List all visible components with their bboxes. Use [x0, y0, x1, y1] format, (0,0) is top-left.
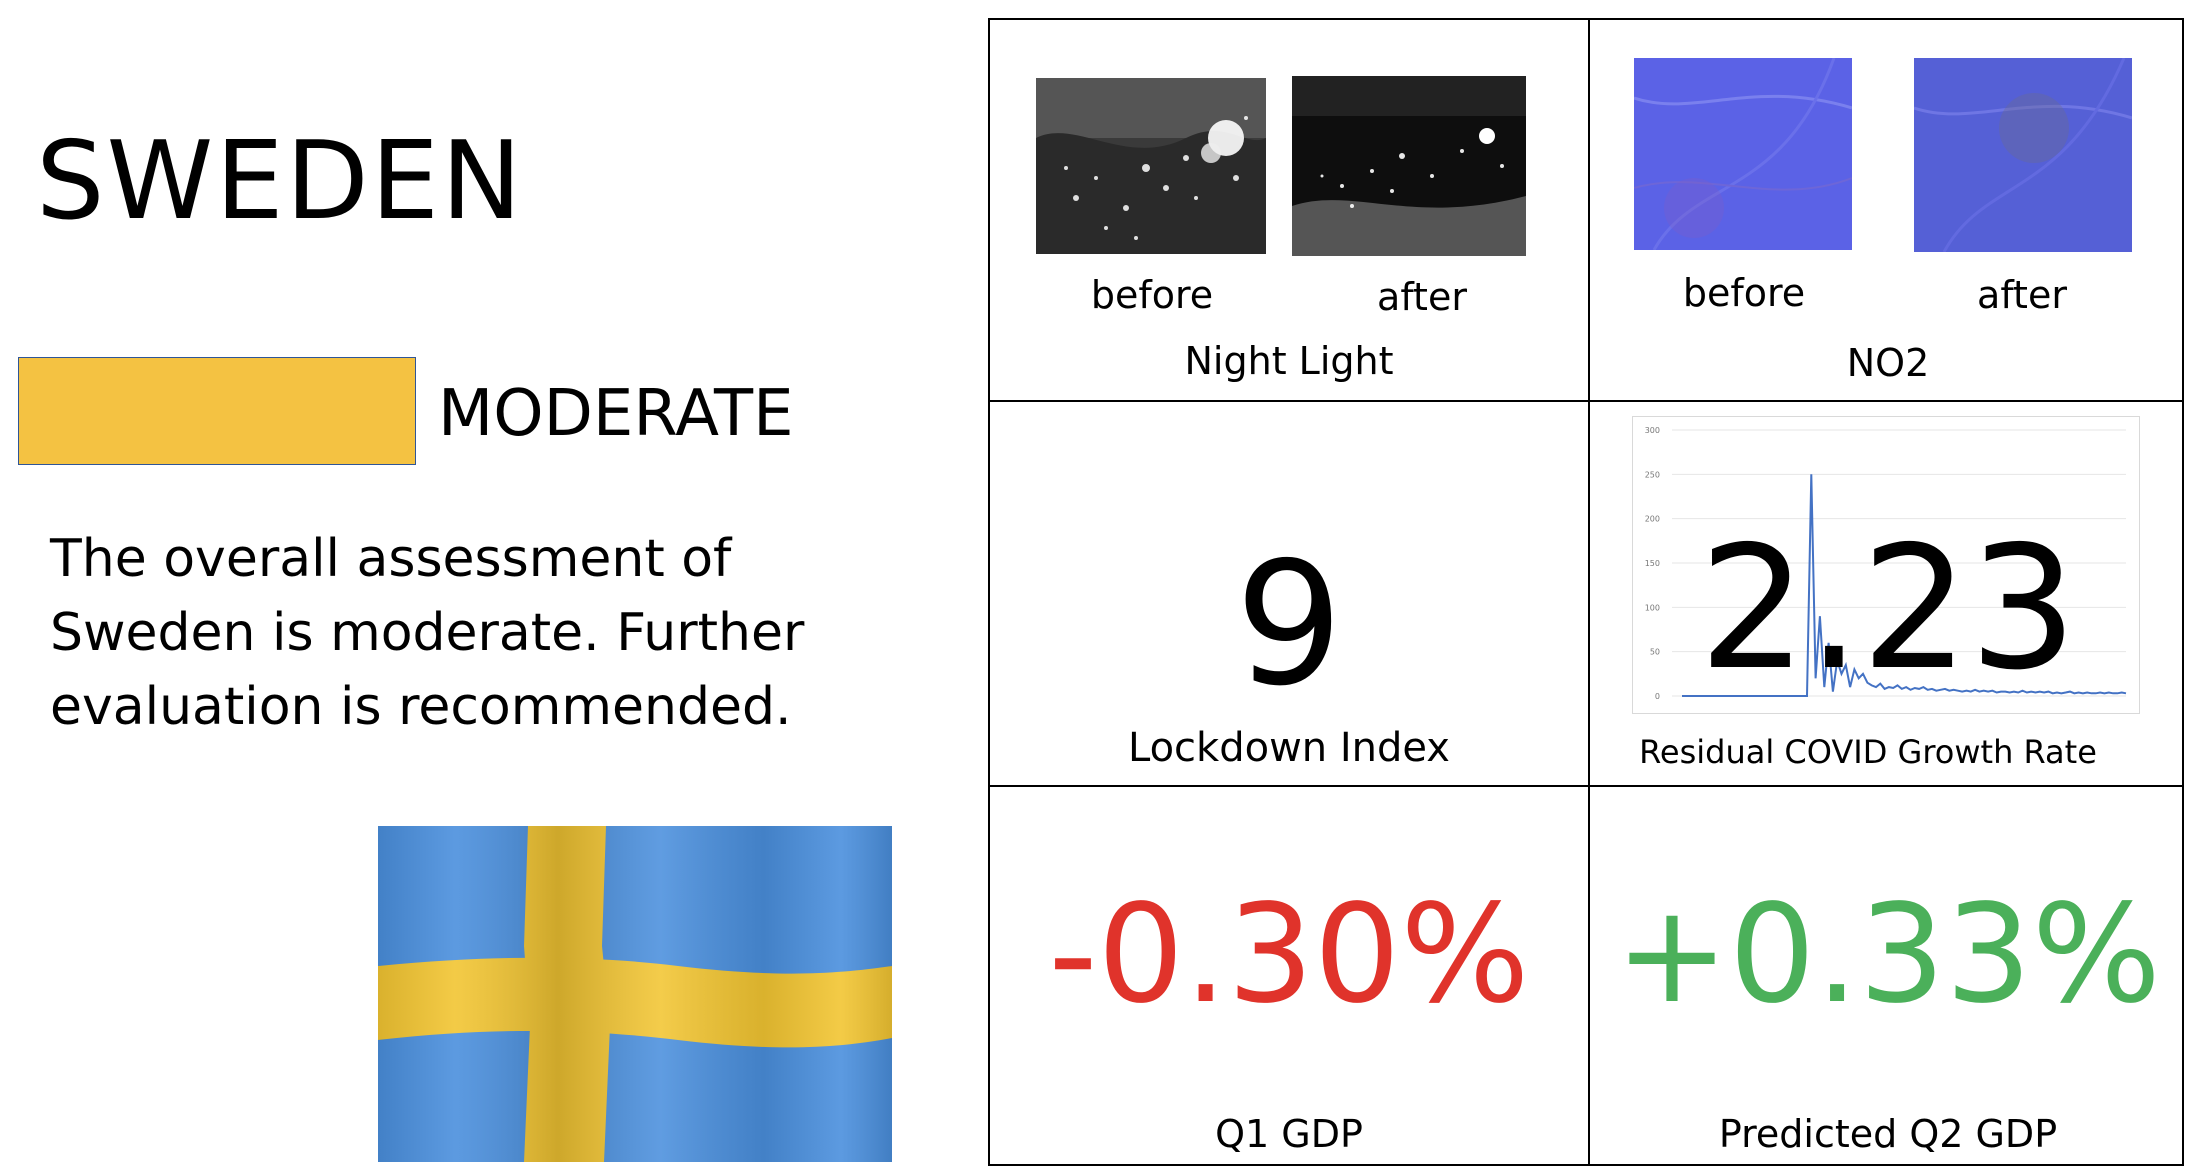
assessment-description: The overall assessment of Sweden is mode…: [50, 529, 805, 737]
chart-series-line: [1682, 474, 2127, 697]
lockdown-index-value: 9: [1234, 526, 1344, 724]
no2-after-label: after: [1977, 273, 2067, 317]
no2-before-label: before: [1682, 271, 1806, 315]
q2-gdp-cell: +0.33% Predicted Q2 GDP: [1590, 787, 2186, 1166]
night-light-cell: before after Night Light: [990, 20, 1588, 400]
no2-after-image: [1914, 58, 2132, 252]
chart-y-tick-label: 300: [1645, 426, 1660, 435]
covid-growth-value: 2.23: [1698, 510, 2078, 708]
no2-cell: before after NO2: [1590, 20, 2186, 400]
covid-growth-label: Residual COVID Growth Rate: [1639, 733, 2097, 771]
assessment-level: MODERATE: [438, 377, 794, 451]
grid-divider: [1588, 20, 1590, 1164]
covid-growth-cell: 300 250 200 150 100 50 0 2.23 Residual COVID G…: [1590, 402, 2186, 785]
sweden-flag-image: [378, 826, 892, 1162]
grid-divider: [990, 400, 2182, 402]
grid-divider: [990, 785, 2182, 787]
q1-gdp-label: Q1 GDP: [1215, 1112, 1363, 1156]
night-light-before-label: before: [1090, 273, 1214, 317]
lockdown-index-label: Lockdown Index: [1128, 725, 1450, 771]
night-light-after-image: [1292, 76, 1526, 256]
night-light-label: Night Light: [1184, 339, 1394, 383]
q1-gdp-cell: -0.30% Q1 GDP: [990, 787, 1588, 1166]
country-title: SWEDEN: [36, 119, 524, 244]
assessment-color-swatch: [18, 357, 416, 465]
chart-y-tick-label: 50: [1650, 648, 1660, 657]
predicted-q2-gdp-label: Predicted Q2 GDP: [1718, 1112, 2058, 1156]
chart-y-tick-label: 250: [1645, 470, 1660, 479]
no2-before-image: [1634, 58, 1852, 250]
chart-y-tick-label: 0: [1655, 692, 1660, 701]
indicator-grid: before after Night Light before after NO…: [988, 18, 2184, 1166]
chart-y-tick-label: 150: [1645, 559, 1660, 568]
chart-y-tick-label: 100: [1645, 603, 1660, 612]
predicted-q2-gdp-value: +0.33%: [1615, 876, 2161, 1034]
no2-label: NO2: [1846, 341, 1930, 385]
lockdown-index-cell: 9 Lockdown Index: [990, 402, 1588, 785]
night-light-after-label: after: [1377, 275, 1467, 319]
q1-gdp-value: -0.30%: [1048, 876, 1530, 1034]
covid-growth-chart: 300 250 200 150 100 50 0: [1632, 416, 2140, 714]
night-light-before-image: [1036, 78, 1266, 254]
chart-y-tick-label: 200: [1645, 515, 1660, 524]
